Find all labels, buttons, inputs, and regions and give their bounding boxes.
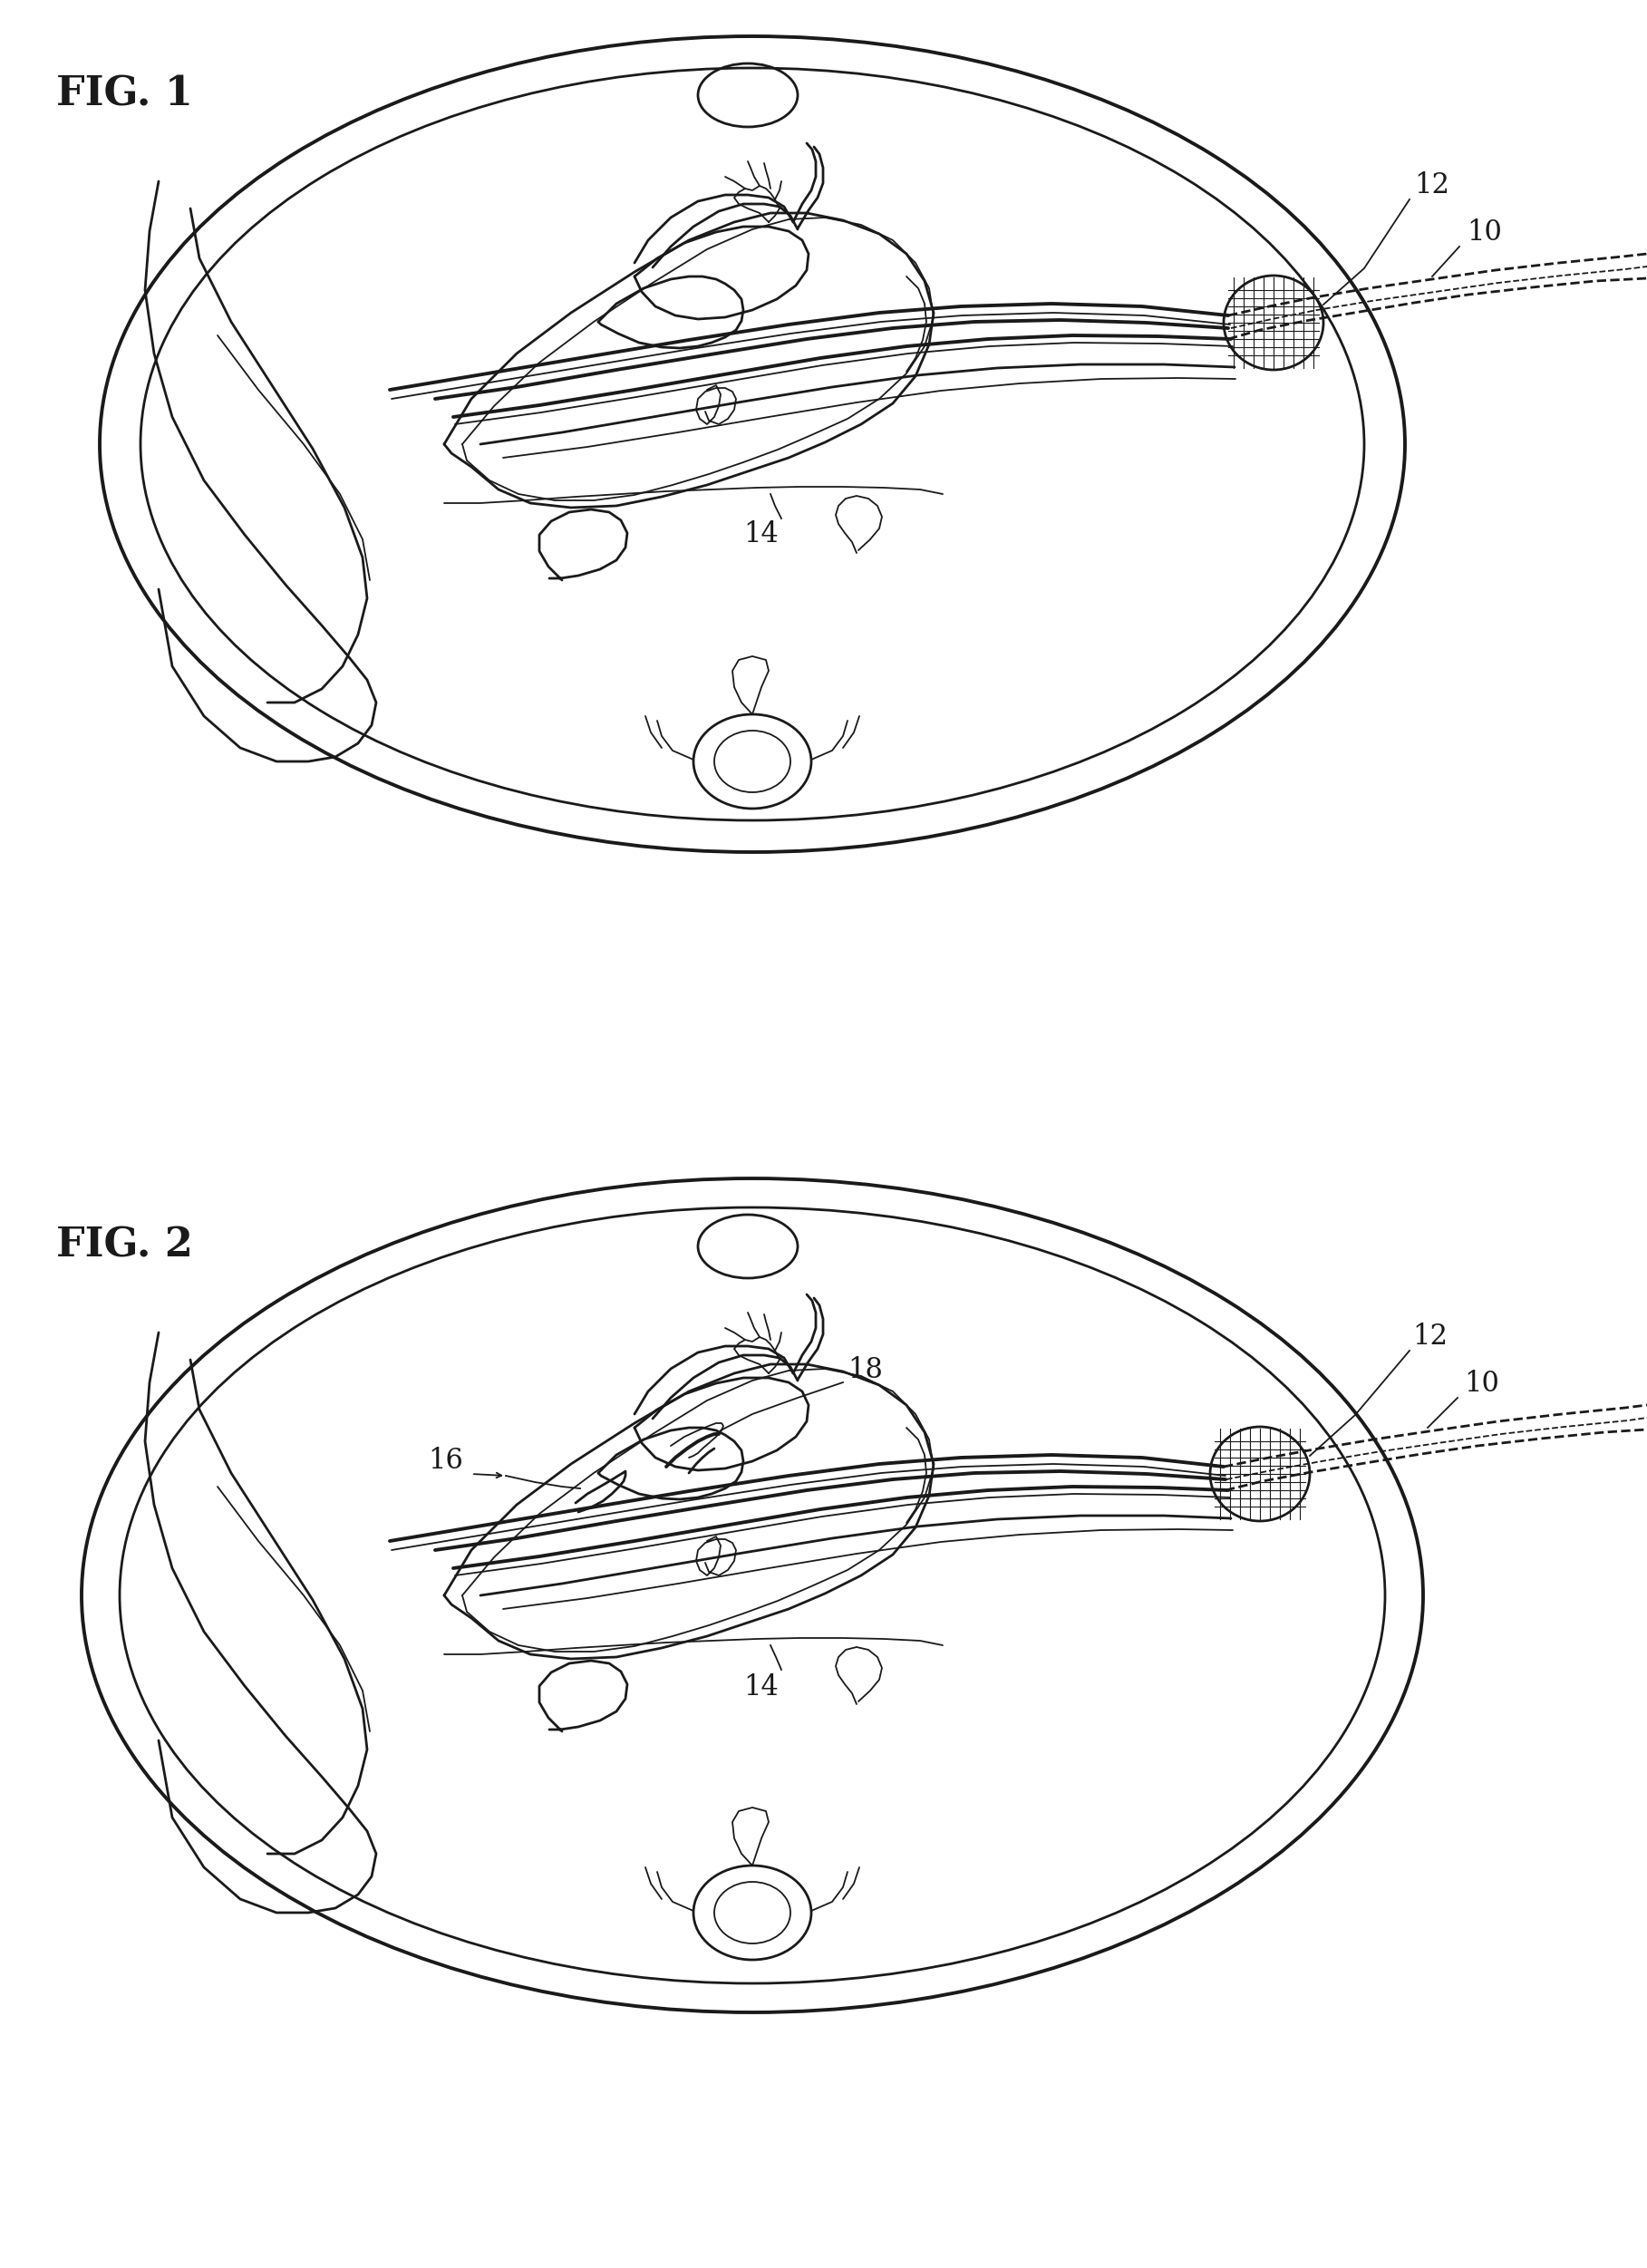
Text: 10: 10 xyxy=(1464,1370,1499,1397)
Text: FIG. 2: FIG. 2 xyxy=(56,1225,193,1266)
Text: 10: 10 xyxy=(1466,218,1502,247)
Text: FIG. 1: FIG. 1 xyxy=(56,75,193,113)
Text: 18: 18 xyxy=(848,1356,883,1383)
Text: 12: 12 xyxy=(1411,1322,1448,1352)
Text: 14: 14 xyxy=(743,1674,779,1701)
Text: 16: 16 xyxy=(428,1447,463,1474)
Text: 14: 14 xyxy=(743,519,779,549)
Text: 12: 12 xyxy=(1415,172,1449,200)
